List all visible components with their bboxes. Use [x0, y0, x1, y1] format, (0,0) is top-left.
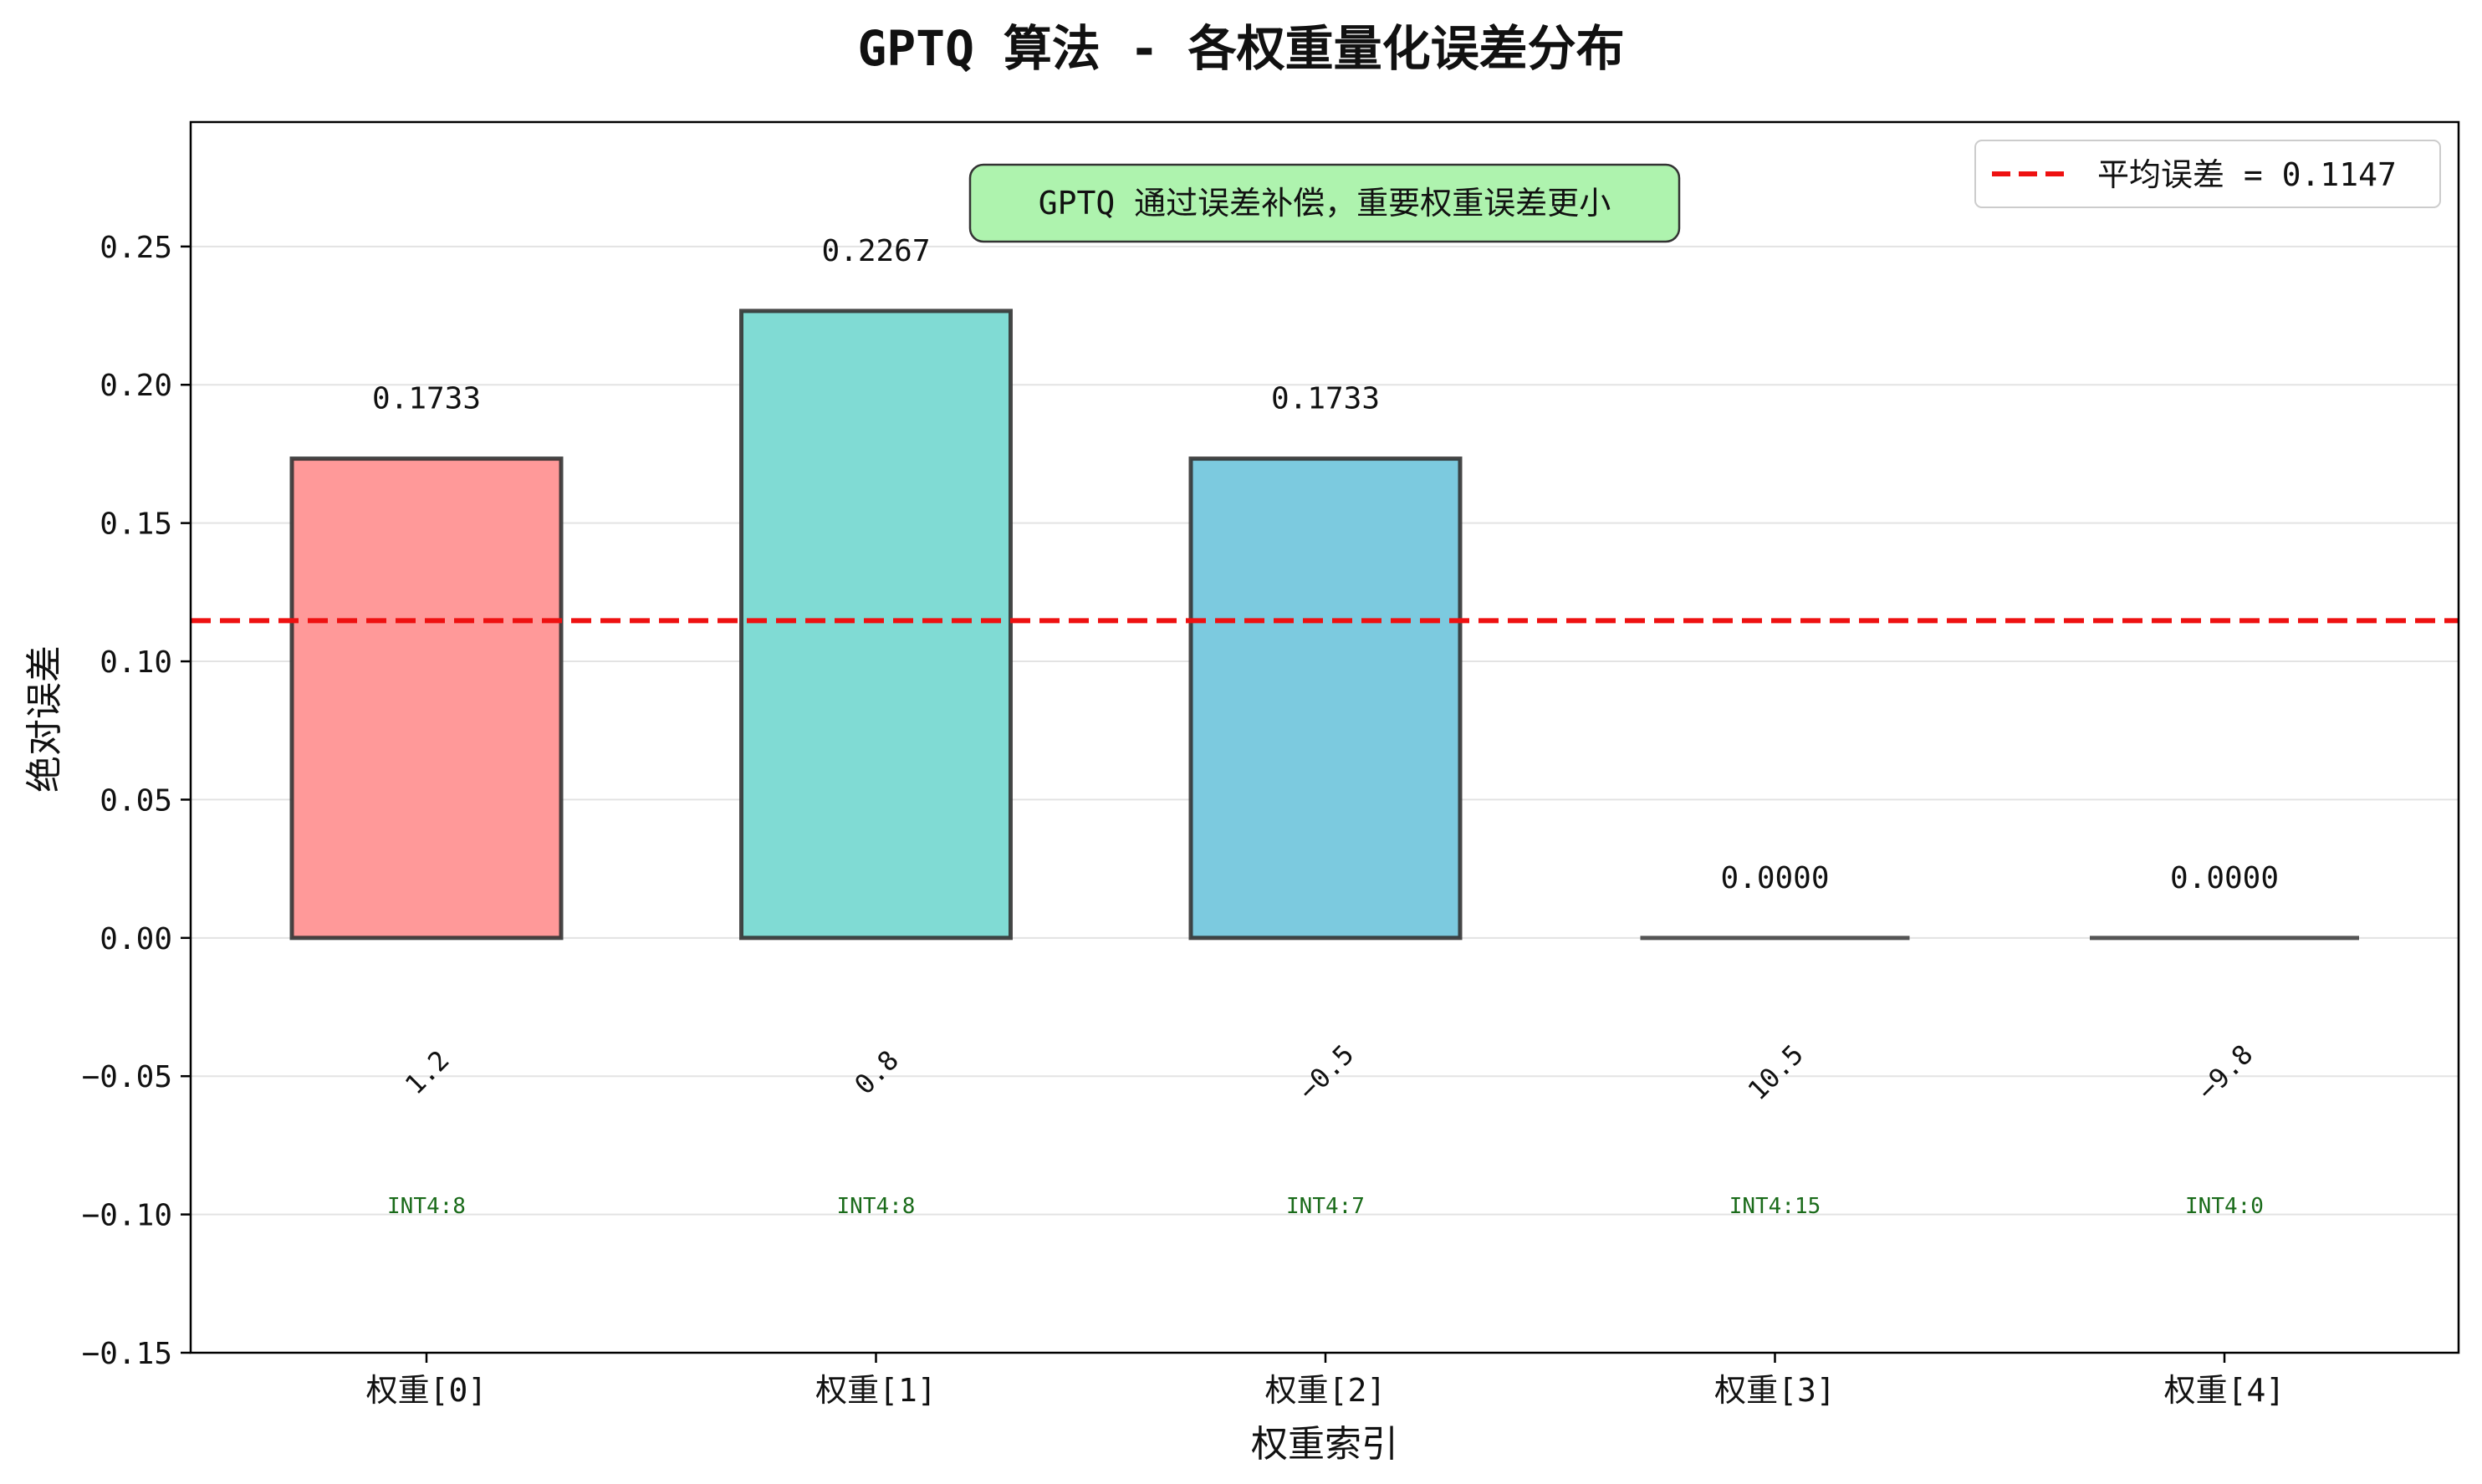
x-tick-label: 权重[0]: [366, 1372, 488, 1409]
y-tick-label: 0.10: [100, 645, 172, 680]
bar: [1188, 456, 1463, 941]
y-axis-label: 绝对误差: [23, 645, 66, 793]
y-tick-label: −0.15: [82, 1337, 172, 1371]
int4-label: INT4:8: [837, 1194, 916, 1219]
legend-label-mean: 平均误差 = 0.1147: [2097, 156, 2397, 193]
int4-label: INT4:7: [1286, 1194, 1365, 1219]
y-tick-label: 0.15: [100, 507, 172, 542]
chart-title: GPTQ 算法 - 各权重量化误差分布: [857, 20, 1624, 77]
bar-value-label: 0.1733: [1271, 382, 1380, 416]
annotation-text: GPTQ 通过误差补偿，重要权重误差更小: [1039, 185, 1611, 222]
y-tick-label: −0.10: [82, 1199, 172, 1233]
int4-label: INT4:8: [387, 1194, 466, 1219]
data-labels: 0.17331.2INT4:80.22670.8INT4:80.1733−0.5…: [372, 234, 2279, 1219]
x-tick-label: 权重[4]: [2164, 1372, 2285, 1409]
annotation-box: GPTQ 通过误差补偿，重要权重误差更小: [968, 163, 1681, 243]
y-tick-label: 0.25: [100, 231, 172, 265]
y-tick-label: 0.20: [100, 369, 172, 403]
int4-label: INT4:15: [1729, 1194, 1821, 1219]
x-axis-ticks: 权重[0] 权重[1] 权重[2] 权重[3] 权重[4]: [366, 1353, 2285, 1409]
bar-value-label: 0.2267: [821, 234, 930, 268]
x-axis-label: 权重索引: [1251, 1423, 1398, 1466]
x-tick-label: 权重[2]: [1265, 1372, 1387, 1409]
bar: [289, 456, 564, 941]
bar-value-label: 0.1733: [372, 382, 481, 416]
y-axis-ticks: −0.15 −0.10 −0.05 0.00 0.05 0.10 0.15 0.20 0.25: [82, 231, 191, 1371]
int4-label: INT4:0: [2185, 1194, 2264, 1219]
x-tick-label: 权重[3]: [1714, 1372, 1836, 1409]
bars: [289, 309, 2359, 941]
y-tick-label: −0.05: [82, 1060, 172, 1094]
bar: [739, 309, 1013, 941]
bar-value-label: 0.0000: [1720, 861, 1829, 895]
y-tick-label: 0.00: [100, 922, 172, 956]
annotation-box-background: [968, 163, 1681, 243]
bar-value-label: 0.0000: [2170, 861, 2279, 895]
legend: 平均误差 = 0.1147: [1974, 140, 2441, 208]
x-tick-label: 权重[1]: [815, 1372, 937, 1409]
y-tick-label: 0.05: [100, 783, 172, 818]
legend-frame: [1974, 140, 2441, 208]
